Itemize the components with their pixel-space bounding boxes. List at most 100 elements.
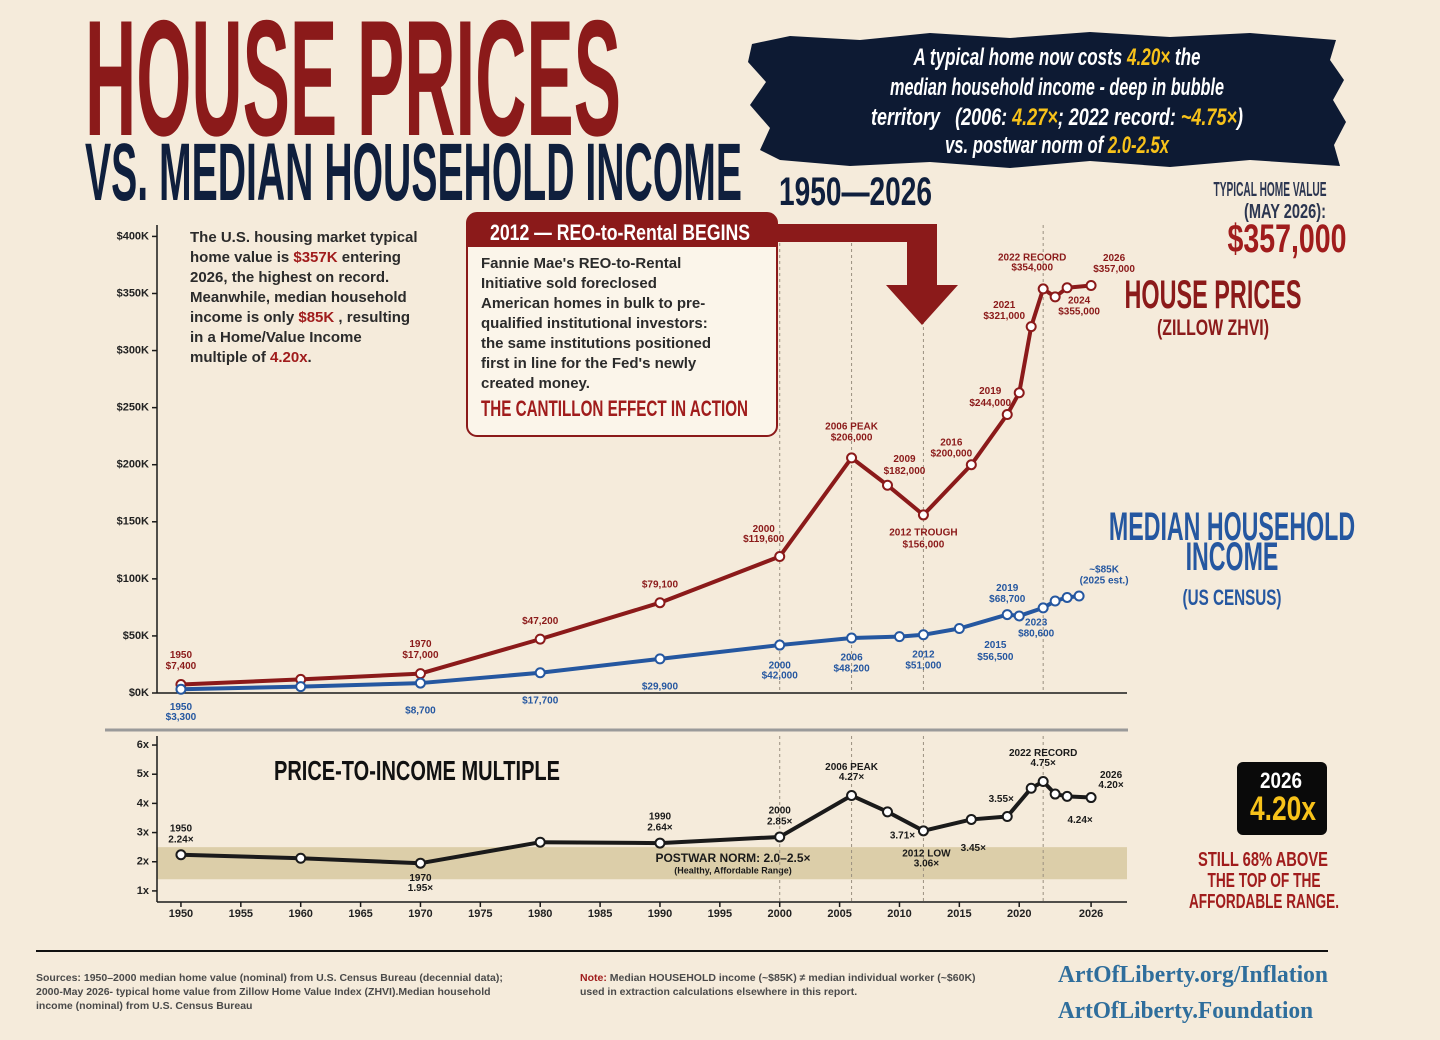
data-point bbox=[175, 849, 187, 861]
typical-home-value: $357,000 bbox=[1228, 217, 1347, 261]
data-point bbox=[654, 837, 666, 849]
callout-year: 2026 bbox=[1260, 768, 1302, 793]
value-label: $119,600 bbox=[743, 534, 785, 545]
data-point bbox=[1025, 321, 1037, 333]
x-tick-label: 2010 bbox=[887, 908, 911, 920]
reo-line: Initiative sold foreclosed bbox=[481, 275, 657, 292]
value-label: $357,000 bbox=[1093, 264, 1135, 275]
value-label: $17,000 bbox=[402, 650, 439, 661]
value-label: 3.45× bbox=[961, 843, 986, 854]
data-point bbox=[1037, 602, 1049, 614]
label-note: 2000 bbox=[769, 661, 792, 672]
reo-line: the same institutions positioned bbox=[481, 335, 711, 352]
data-point bbox=[534, 633, 546, 645]
value-label: $68,700 bbox=[989, 594, 1026, 605]
value-label: 2.24× bbox=[168, 834, 193, 845]
value-label: $51,000 bbox=[905, 660, 942, 671]
data-point bbox=[1073, 590, 1085, 602]
intro-highlight: $85K bbox=[298, 309, 334, 326]
intro-line: income is only $85K , resulting bbox=[190, 309, 410, 326]
data-point bbox=[1025, 782, 1037, 794]
label-note: (2025 est.) bbox=[1080, 576, 1129, 587]
banner-line: territory (2006: 4.27×; 2022 record: ~4.… bbox=[871, 104, 1243, 131]
data-point bbox=[1049, 291, 1061, 303]
data-point bbox=[1049, 595, 1061, 607]
banner-text: the bbox=[1170, 44, 1200, 71]
data-point bbox=[965, 459, 977, 471]
value-label: $79,100 bbox=[642, 579, 679, 590]
intro-line: 2026, the highest on record. bbox=[190, 269, 389, 286]
band-label: POSTWAR NORM: 2.0–2.5× bbox=[655, 851, 810, 865]
data-point bbox=[917, 629, 929, 641]
intro-highlight: 4.20x bbox=[270, 349, 308, 366]
label-note: 2006 PEAK bbox=[825, 421, 879, 432]
value-label: $80,600 bbox=[1018, 629, 1055, 640]
x-tick-label: 1990 bbox=[648, 908, 672, 920]
label-note: 2026 bbox=[1100, 770, 1123, 781]
label-note: 2012 bbox=[912, 649, 935, 660]
y-tick-label: 5x bbox=[137, 768, 150, 780]
value-label: 4.24× bbox=[1067, 815, 1092, 826]
value-label: $156,000 bbox=[903, 540, 945, 551]
data-point bbox=[846, 632, 858, 644]
label-note: 2012 LOW bbox=[902, 848, 951, 859]
x-tick-label: 1975 bbox=[468, 908, 492, 920]
banner-line: A typical home now costs 4.20× the bbox=[913, 44, 1201, 71]
data-point bbox=[774, 550, 786, 562]
note: Note: Median HOUSEHOLD income (~$85K) ≠ … bbox=[580, 972, 976, 984]
data-point bbox=[1001, 408, 1013, 420]
intro: The U.S. housing market typical home valu… bbox=[190, 229, 418, 366]
y-tick-label: 1x bbox=[137, 885, 150, 897]
value-label: $7,400 bbox=[166, 661, 197, 672]
value-label: $206,000 bbox=[831, 432, 873, 443]
label-note: 2019 bbox=[979, 386, 1002, 397]
value-label: $42,000 bbox=[762, 671, 799, 682]
value-label: $8,700 bbox=[405, 706, 436, 717]
value-label: $244,000 bbox=[969, 398, 1011, 409]
intro-line: multiple of 4.20x. bbox=[190, 349, 312, 366]
label-note: 1990 bbox=[649, 812, 672, 823]
banner-text: vs. postwar norm of bbox=[945, 132, 1108, 159]
subtitle: VS. MEDIAN HOUSEHOLD INCOME bbox=[85, 127, 742, 218]
data-point bbox=[1001, 811, 1013, 823]
link[interactable]: ArtOfLiberty.Foundation bbox=[1058, 998, 1313, 1024]
value-label: $354,000 bbox=[1011, 263, 1053, 274]
data-point bbox=[1037, 776, 1049, 788]
data-point bbox=[175, 683, 187, 695]
label-note: 2006 bbox=[840, 653, 863, 664]
value-label: $200,000 bbox=[930, 448, 972, 459]
intro-text: multiple of bbox=[190, 349, 270, 366]
y-tick-label: $150K bbox=[117, 516, 149, 528]
y-tick-label: 2x bbox=[137, 856, 150, 868]
label-note: 1950 bbox=[170, 823, 193, 834]
data-point bbox=[881, 479, 893, 491]
reo-line: qualified institutional investors: bbox=[481, 315, 708, 332]
label-note: 2022 RECORD bbox=[998, 253, 1066, 264]
banner-brush bbox=[748, 32, 1346, 168]
data-point bbox=[1001, 609, 1013, 621]
x-tick-label: 1950 bbox=[169, 908, 193, 920]
data-point bbox=[774, 639, 786, 651]
link[interactable]: ArtOfLiberty.org/Inflation bbox=[1058, 962, 1328, 988]
label-note: 1950 bbox=[170, 702, 193, 713]
intro-text: The U.S. housing market typical bbox=[190, 229, 418, 246]
value-label: 4.75× bbox=[1031, 758, 1056, 769]
banner-text: median household income - deep in bubble bbox=[890, 74, 1224, 101]
banner-highlight: 4.20× bbox=[1126, 44, 1170, 71]
title: HOUSE PRICES bbox=[85, 0, 621, 170]
data-point bbox=[1049, 788, 1061, 800]
reo-line: Fannie Mae's REO-to-Rental bbox=[481, 255, 681, 272]
x-tick-label: 2020 bbox=[1007, 908, 1031, 920]
y-tick-label: $400K bbox=[117, 230, 149, 242]
label-note: 2016 bbox=[940, 437, 963, 448]
banner-text: ; 2022 record: bbox=[1058, 104, 1181, 131]
intro-line: home value is $357K entering bbox=[190, 249, 401, 266]
value-label: 2.64× bbox=[647, 823, 672, 834]
value-label: $47,200 bbox=[522, 616, 559, 627]
value-label: $182,000 bbox=[884, 466, 926, 477]
intro-text: . bbox=[308, 349, 312, 366]
sources: 2000-May 2026- typical home value from Z… bbox=[36, 986, 491, 998]
label-note: 2012 TROUGH bbox=[889, 528, 957, 539]
y-tick-label: $50K bbox=[123, 630, 149, 642]
